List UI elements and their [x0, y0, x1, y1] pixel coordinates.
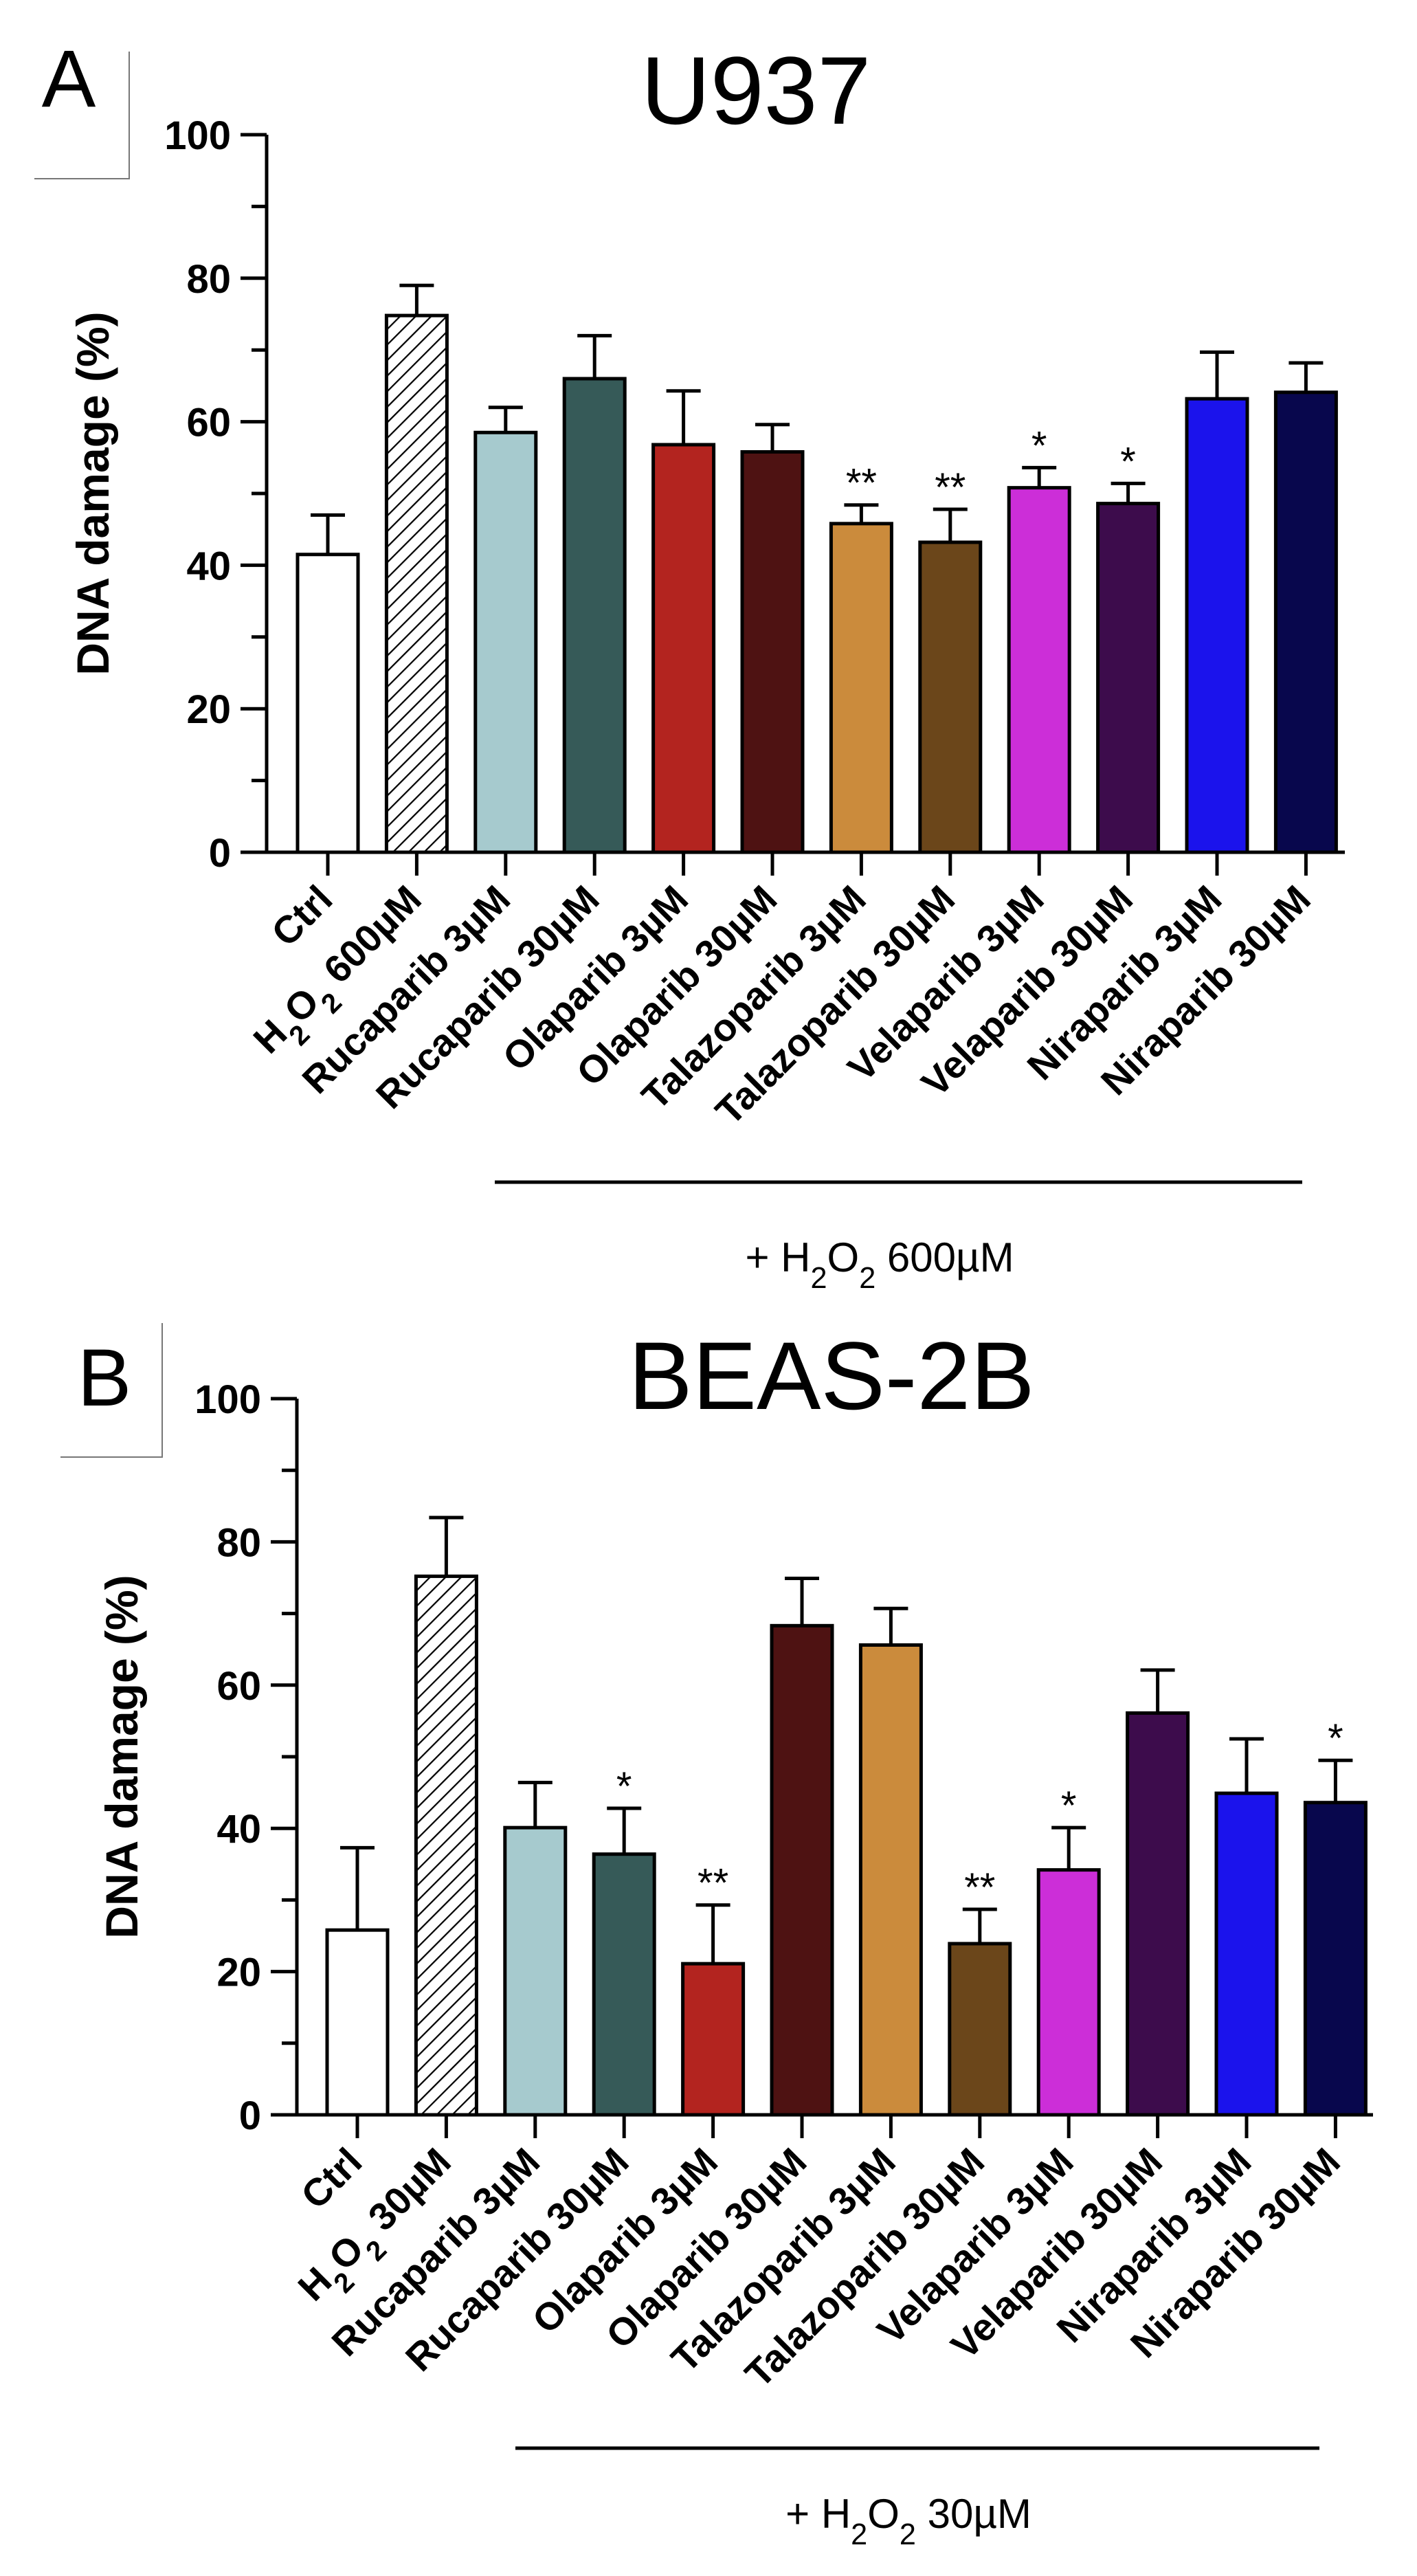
- y-tick-label: 100: [194, 1377, 261, 1422]
- bar-niraparib-30-m: [1273, 390, 1338, 854]
- chart-title: U937: [641, 36, 871, 144]
- y-axis-label: DNA damage (%): [96, 1575, 147, 1938]
- panel-letter: A: [42, 34, 96, 124]
- x-tick-label-ctrl: Ctrl: [263, 877, 341, 955]
- bar-ctrl: [325, 1928, 390, 2117]
- bar-rucaparib-30-m: [562, 377, 627, 854]
- bar-niraparib-3-m: [1214, 1791, 1279, 2117]
- bar-velaparib-30-m: [1126, 1711, 1190, 2117]
- treatment-label: + H2O2 600µM: [745, 1234, 1014, 1295]
- y-tick-label: 60: [216, 1664, 261, 1709]
- y-tick-label: 40: [216, 1807, 261, 1852]
- bar-niraparib-30-m: [1303, 1801, 1368, 2117]
- significance-marker: **: [964, 1865, 995, 1910]
- treatment-label: + H2O2 30µM: [785, 2491, 1031, 2551]
- significance-marker: *: [1328, 1716, 1343, 1761]
- bar-velaparib-30-m: [1096, 502, 1161, 854]
- y-tick-label: 20: [186, 687, 231, 732]
- significance-marker: *: [1120, 439, 1136, 484]
- bar-rucaparib-30-m: [592, 1852, 656, 2117]
- bar-talazoparib-3-m: [829, 522, 893, 854]
- y-tick-label: 80: [216, 1520, 261, 1565]
- bar-talazoparib-30-m: [918, 540, 983, 854]
- bar-talazoparib-3-m: [858, 1643, 923, 2117]
- bar-olaparib-3-m: [651, 443, 716, 854]
- y-tick-label: 0: [209, 831, 231, 876]
- bar-ctrl: [295, 553, 360, 854]
- y-tick-label: 100: [164, 113, 231, 158]
- y-tick-label: 40: [186, 544, 231, 588]
- bar-rucaparib-3-m: [503, 1825, 568, 2117]
- significance-marker: **: [846, 461, 877, 506]
- chart-title: BEAS-2B: [628, 1322, 1034, 1430]
- x-tick-label-ctrl: Ctrl: [293, 2140, 370, 2217]
- bar-talazoparib-30-m: [948, 1942, 1012, 2117]
- bar-velaparib-3-m: [1007, 486, 1071, 854]
- bar-h2o2-600-m: [384, 313, 449, 854]
- significance-marker: *: [1031, 423, 1047, 468]
- significance-marker: *: [1061, 1784, 1077, 1828]
- y-tick-label: 60: [186, 401, 231, 445]
- significance-marker: *: [616, 1764, 632, 1809]
- panel-letter-frame: [60, 1323, 163, 1458]
- y-tick-label: 80: [186, 257, 231, 302]
- bar-rucaparib-3-m: [473, 430, 538, 854]
- y-tick-label: 20: [216, 1951, 261, 1995]
- bar-h2o2-30-m: [414, 1574, 478, 2117]
- y-tick-label: 0: [239, 2094, 261, 2138]
- bar-niraparib-3-m: [1185, 397, 1249, 854]
- panel-letter-frame: [34, 52, 130, 179]
- significance-marker: **: [698, 1861, 728, 1906]
- y-axis-label: DNA damage (%): [67, 311, 118, 675]
- panel-letter: B: [78, 1333, 132, 1423]
- bar-olaparib-3-m: [681, 1962, 746, 2117]
- bar-olaparib-30-m: [770, 1623, 834, 2117]
- bar-velaparib-3-m: [1036, 1868, 1101, 2117]
- significance-marker: **: [935, 465, 966, 510]
- bar-olaparib-30-m: [740, 449, 805, 854]
